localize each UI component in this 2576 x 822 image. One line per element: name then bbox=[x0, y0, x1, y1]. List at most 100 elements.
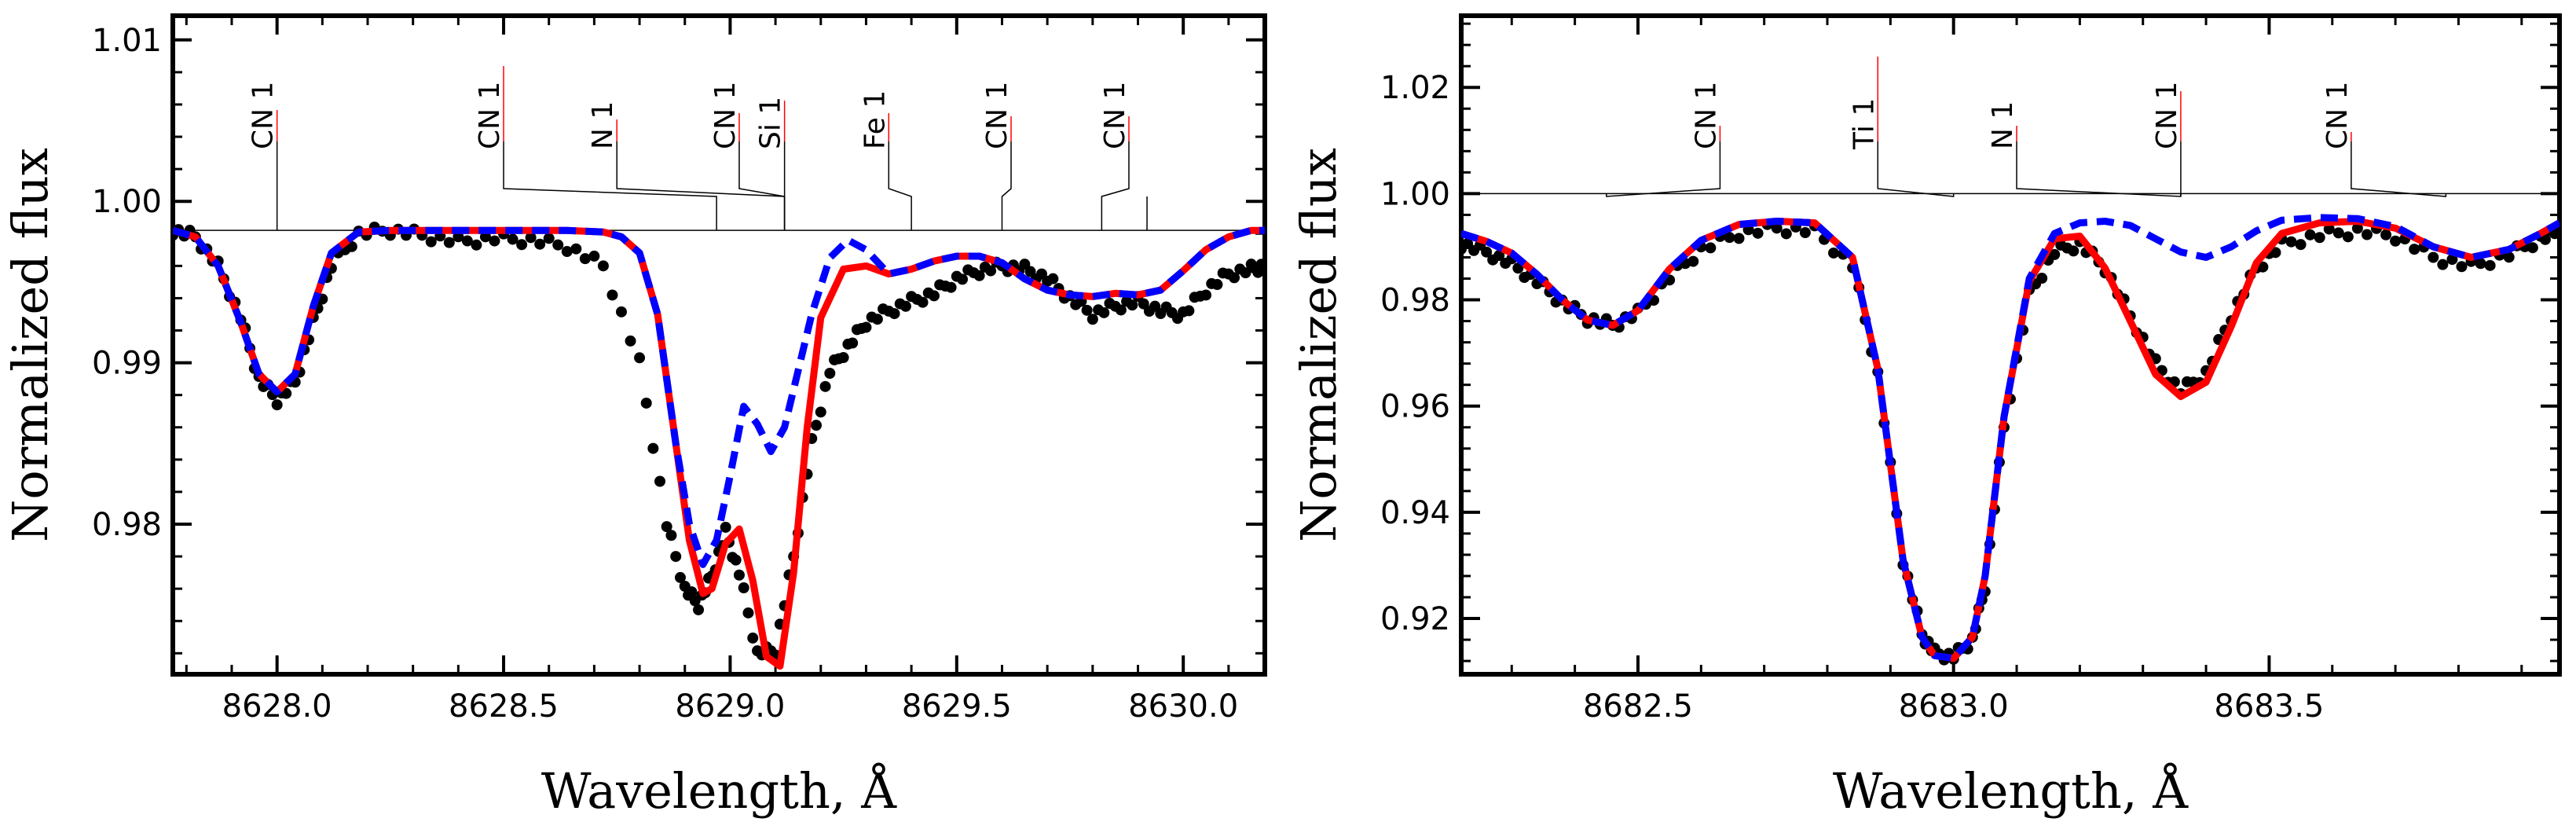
left-spectrum-panel: 0.98 0.99 1.00 1.01 8628.0 8628.5 8629.0 8629.5… bbox=[2, 13, 1267, 820]
line-id-label: CN 1 bbox=[247, 82, 280, 149]
line-id-label: Fe 1 bbox=[859, 90, 891, 149]
data-point bbox=[1200, 289, 1212, 301]
data-point bbox=[516, 239, 528, 251]
y-tick-label: 0.94 bbox=[1380, 495, 1450, 531]
red-solid-model-line bbox=[1461, 218, 2560, 662]
data-point bbox=[957, 273, 969, 285]
data-point bbox=[1771, 222, 1783, 234]
right-spectrum-panel: 0.92 0.94 0.96 0.98 1.00 1.02 8682.5 8683.0 8683… bbox=[1290, 13, 2562, 820]
line-id-leader bbox=[2351, 141, 2447, 197]
x-tick-label: 8683.5 bbox=[2214, 688, 2324, 725]
x-tick-label: 8630.0 bbox=[1128, 688, 1238, 725]
data-point bbox=[2484, 259, 2496, 271]
data-point bbox=[552, 239, 564, 251]
data-point bbox=[661, 521, 672, 533]
plot-frame bbox=[1459, 13, 2562, 677]
data-point bbox=[2323, 223, 2335, 235]
data-point bbox=[2409, 244, 2420, 255]
data-point bbox=[2257, 261, 2269, 273]
data-point bbox=[819, 380, 831, 392]
data-point bbox=[730, 554, 742, 566]
line-id-label: CN 1 bbox=[709, 82, 742, 149]
data-point bbox=[2332, 227, 2344, 239]
data-point bbox=[945, 281, 957, 293]
blue-dashed-model-line bbox=[173, 226, 1265, 568]
data-point bbox=[525, 232, 537, 244]
data-point bbox=[1086, 314, 1098, 325]
data-point bbox=[471, 239, 482, 251]
x-axis-title: Wavelength, Å bbox=[1833, 762, 2189, 820]
data-point bbox=[1183, 305, 1195, 317]
line-id-label: CN 1 bbox=[474, 82, 506, 149]
data-point bbox=[1733, 233, 1745, 244]
data-point bbox=[1211, 279, 1223, 291]
line-id-label: CN 1 bbox=[1099, 82, 1131, 149]
x-tick-label: 8628.5 bbox=[449, 688, 559, 725]
data-point bbox=[2342, 231, 2354, 243]
y-tick-label: 0.92 bbox=[1380, 601, 1450, 637]
data-point bbox=[443, 237, 455, 248]
plot-frame bbox=[170, 13, 1267, 677]
y-tick-label: 1.01 bbox=[92, 23, 162, 59]
data-point bbox=[1240, 267, 1251, 279]
y-tick-label: 0.99 bbox=[92, 346, 162, 382]
line-id-label: Si 1 bbox=[755, 97, 787, 149]
data-point bbox=[860, 321, 872, 333]
x-tick-label: 8682.5 bbox=[1583, 688, 1693, 725]
data-point bbox=[2475, 258, 2486, 270]
line-id-leader bbox=[738, 141, 786, 231]
data-point bbox=[2390, 235, 2402, 247]
data-point bbox=[2351, 222, 2363, 234]
data-point bbox=[747, 632, 759, 644]
data-point bbox=[1481, 246, 1493, 258]
line-id-label: N 1 bbox=[587, 101, 619, 149]
x-tick-label: 8683.0 bbox=[1899, 688, 2009, 725]
line-id-leader bbox=[1606, 141, 1721, 197]
y-tick-label: 0.98 bbox=[92, 507, 162, 543]
line-id-label: Ti 1 bbox=[1848, 98, 1880, 150]
observed-data-points bbox=[173, 221, 1265, 661]
data-point bbox=[674, 571, 686, 583]
data-point bbox=[670, 551, 682, 563]
data-point bbox=[2285, 236, 2297, 248]
data-point bbox=[640, 397, 652, 409]
data-point bbox=[693, 604, 705, 615]
data-point bbox=[815, 406, 826, 418]
line-id-label: CN 1 bbox=[2321, 82, 2354, 149]
data-point bbox=[647, 442, 659, 454]
data-point bbox=[654, 475, 666, 487]
data-point bbox=[1828, 247, 1840, 259]
data-point bbox=[1687, 255, 1699, 267]
data-point bbox=[1724, 232, 1735, 244]
data-point bbox=[2456, 261, 2468, 273]
data-point bbox=[543, 233, 555, 244]
data-point bbox=[2036, 273, 2048, 284]
data-point bbox=[742, 607, 754, 618]
data-point bbox=[453, 231, 464, 243]
x-tick-label: 8629.0 bbox=[675, 688, 785, 725]
x-axis-title: Wavelength, Å bbox=[541, 762, 897, 820]
data-point bbox=[2380, 229, 2392, 240]
line-id-leader bbox=[616, 141, 786, 231]
data-point bbox=[1115, 304, 1127, 316]
data-point bbox=[2527, 242, 2538, 254]
data-point bbox=[720, 521, 731, 533]
data-point bbox=[479, 231, 491, 243]
data-point bbox=[534, 238, 546, 250]
data-point bbox=[973, 270, 985, 281]
data-point bbox=[2361, 229, 2373, 240]
data-point bbox=[2304, 229, 2316, 240]
y-tick-label: 1.02 bbox=[1380, 70, 1450, 106]
data-point bbox=[2446, 254, 2458, 266]
data-point bbox=[1493, 250, 1505, 262]
data-point bbox=[271, 399, 283, 411]
data-point bbox=[615, 306, 627, 317]
data-point bbox=[2428, 251, 2439, 263]
y-tick-label: 0.96 bbox=[1380, 389, 1450, 425]
line-id-label: CN 1 bbox=[1690, 82, 1722, 149]
data-point bbox=[733, 569, 745, 581]
data-point bbox=[738, 582, 749, 593]
data-point bbox=[928, 290, 940, 302]
line-id-leader bbox=[888, 141, 912, 231]
